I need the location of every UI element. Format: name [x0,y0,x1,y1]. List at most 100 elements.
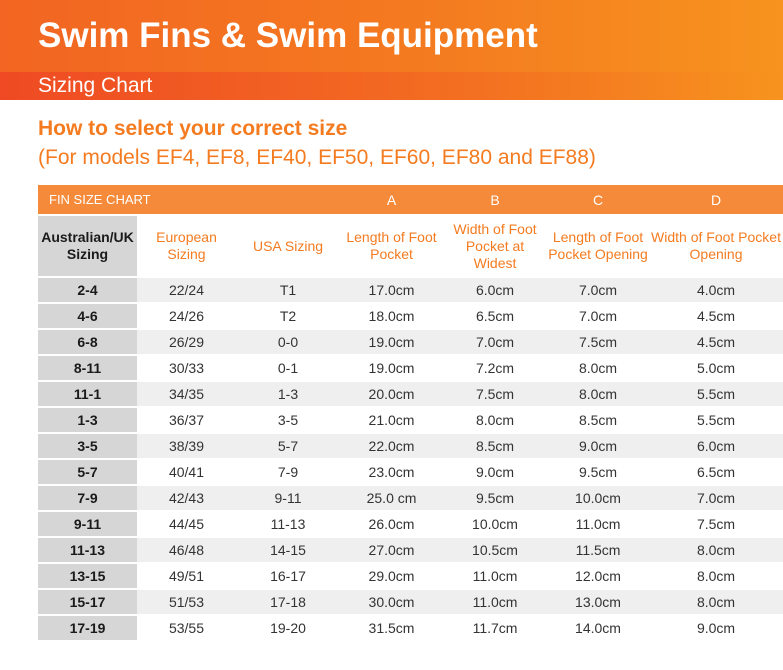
cell-usa-size: 9-11 [236,485,341,512]
cell-foot-pocket-width: 7.0cm [443,329,548,356]
cell-opening-length: 12.0cm [547,563,650,590]
cell-foot-pocket-width: 7.5cm [443,381,548,408]
cell-usa-size: 17-18 [236,589,341,616]
cell-foot-pocket-length: 30.0cm [340,589,444,616]
table-row: 15-17 51/53 17-18 30.0cm 11.0cm 13.0cm 8.0cm [38,589,783,616]
cell-opening-width: 7.5cm [649,511,783,538]
table-row: 4-6 24/26 T2 18.0cm 6.5cm 7.0cm 4.5cm [38,303,783,330]
cell-foot-pocket-length: 22.0cm [340,433,444,460]
cell-opening-width: 8.0cm [649,537,783,564]
column-header-usa: USA Sizing [236,215,341,278]
cell-opening-width: 5.5cm [649,381,783,408]
cell-foot-pocket-length: 21.0cm [340,407,444,434]
column-header-length-foot-pocket: Length of Foot Pocket [340,215,444,278]
cell-au-uk-size: 13-15 [38,563,137,590]
cell-foot-pocket-length: 25.0 cm [340,485,444,512]
column-header-european: European Sizing [137,215,236,278]
cell-foot-pocket-length: 23.0cm [340,459,444,486]
cell-foot-pocket-width: 8.5cm [443,433,548,460]
cell-usa-size: 3-5 [236,407,341,434]
table-row: 13-15 49/51 16-17 29.0cm 11.0cm 12.0cm 8.0cm [38,563,783,590]
table-group-header: FIN SIZE CHART A B C D [38,185,783,216]
cell-opening-length: 8.5cm [547,407,650,434]
cell-opening-width: 6.5cm [649,459,783,486]
cell-opening-length: 10.0cm [547,485,650,512]
cell-opening-length: 13.0cm [547,589,650,616]
cell-opening-width: 6.0cm [649,433,783,460]
cell-european-size: 49/51 [137,563,236,590]
cell-au-uk-size: 5-7 [38,459,137,486]
cell-foot-pocket-width: 10.0cm [443,511,548,538]
cell-foot-pocket-width: 10.5cm [443,537,548,564]
cell-usa-size: 0-0 [236,329,341,356]
cell-opening-length: 9.0cm [547,433,650,460]
cell-opening-width: 5.5cm [649,407,783,434]
cell-european-size: 44/45 [137,511,236,538]
table-row: 9-11 44/45 11-13 26.0cm 10.0cm 11.0cm 7.5cm [38,511,783,538]
page-subtitle: Sizing Chart [38,74,153,97]
cell-au-uk-size: 17-19 [38,615,137,642]
table-row: 8-11 30/33 0-1 19.0cm 7.2cm 8.0cm 5.0cm [38,355,783,382]
cell-au-uk-size: 3-5 [38,433,137,460]
column-letter-a: A [340,185,444,216]
cell-opening-length: 11.5cm [547,537,650,564]
cell-european-size: 42/43 [137,485,236,512]
table-row: 1-3 36/37 3-5 21.0cm 8.0cm 8.5cm 5.5cm [38,407,783,434]
column-letter-b: B [443,185,548,216]
cell-au-uk-size: 1-3 [38,407,137,434]
cell-european-size: 40/41 [137,459,236,486]
cell-opening-length: 7.0cm [547,303,650,330]
fin-size-chart-table: FIN SIZE CHART A B C D Australian/UK Siz… [38,185,783,642]
cell-foot-pocket-width: 6.5cm [443,303,548,330]
cell-foot-pocket-width: 11.0cm [443,563,548,590]
page-title: Swim Fins & Swim Equipment [38,16,538,55]
cell-usa-size: 7-9 [236,459,341,486]
cell-opening-length: 9.5cm [547,459,650,486]
cell-au-uk-size: 6-8 [38,329,137,356]
cell-au-uk-size: 15-17 [38,589,137,616]
models-note: (For models EF4, EF8, EF40, EF50, EF60, … [38,146,596,169]
column-header-au-uk: Australian/UK Sizing [38,215,137,278]
cell-opening-width: 9.0cm [649,615,783,642]
cell-european-size: 24/26 [137,303,236,330]
cell-opening-width: 7.0cm [649,485,783,512]
cell-usa-size: 1-3 [236,381,341,408]
cell-opening-length: 7.5cm [547,329,650,356]
cell-opening-length: 7.0cm [547,277,650,304]
cell-foot-pocket-length: 17.0cm [340,277,444,304]
cell-opening-width: 4.5cm [649,303,783,330]
cell-european-size: 38/39 [137,433,236,460]
table-row: 17-19 53/55 19-20 31.5cm 11.7cm 14.0cm 9.0cm [38,615,783,642]
table-row: 5-7 40/41 7-9 23.0cm 9.0cm 9.5cm 6.5cm [38,459,783,486]
subtitle-bar: Sizing Chart [0,72,783,100]
cell-au-uk-size: 11-13 [38,537,137,564]
table-row: 6-8 26/29 0-0 19.0cm 7.0cm 7.5cm 4.5cm [38,329,783,356]
cell-foot-pocket-width: 7.2cm [443,355,548,382]
cell-au-uk-size: 4-6 [38,303,137,330]
cell-foot-pocket-length: 18.0cm [340,303,444,330]
cell-usa-size: 14-15 [236,537,341,564]
table-row: 11-1 34/35 1-3 20.0cm 7.5cm 8.0cm 5.5cm [38,381,783,408]
cell-foot-pocket-length: 19.0cm [340,329,444,356]
table-row: 7-9 42/43 9-11 25.0 cm 9.5cm 10.0cm 7.0cm [38,485,783,512]
table-row: 2-4 22/24 T1 17.0cm 6.0cm 7.0cm 4.0cm [38,277,783,304]
cell-european-size: 34/35 [137,381,236,408]
table-row: 11-13 46/48 14-15 27.0cm 10.5cm 11.5cm 8.0cm [38,537,783,564]
cell-usa-size: T2 [236,303,341,330]
column-letter-d: D [649,185,783,216]
cell-european-size: 53/55 [137,615,236,642]
cell-opening-length: 8.0cm [547,381,650,408]
cell-foot-pocket-length: 20.0cm [340,381,444,408]
cell-european-size: 22/24 [137,277,236,304]
column-header-width-opening: Width of Foot Pocket Opening [649,215,783,278]
cell-opening-length: 14.0cm [547,615,650,642]
cell-usa-size: 11-13 [236,511,341,538]
cell-au-uk-size: 2-4 [38,277,137,304]
column-header-width-foot-pocket-widest: Width of Foot Pocket at Widest [443,215,548,278]
fin-size-chart-label: FIN SIZE CHART [38,185,341,216]
cell-foot-pocket-width: 11.0cm [443,589,548,616]
cell-european-size: 30/33 [137,355,236,382]
cell-opening-length: 11.0cm [547,511,650,538]
title-banner: Swim Fins & Swim Equipment [0,0,783,72]
cell-usa-size: 5-7 [236,433,341,460]
